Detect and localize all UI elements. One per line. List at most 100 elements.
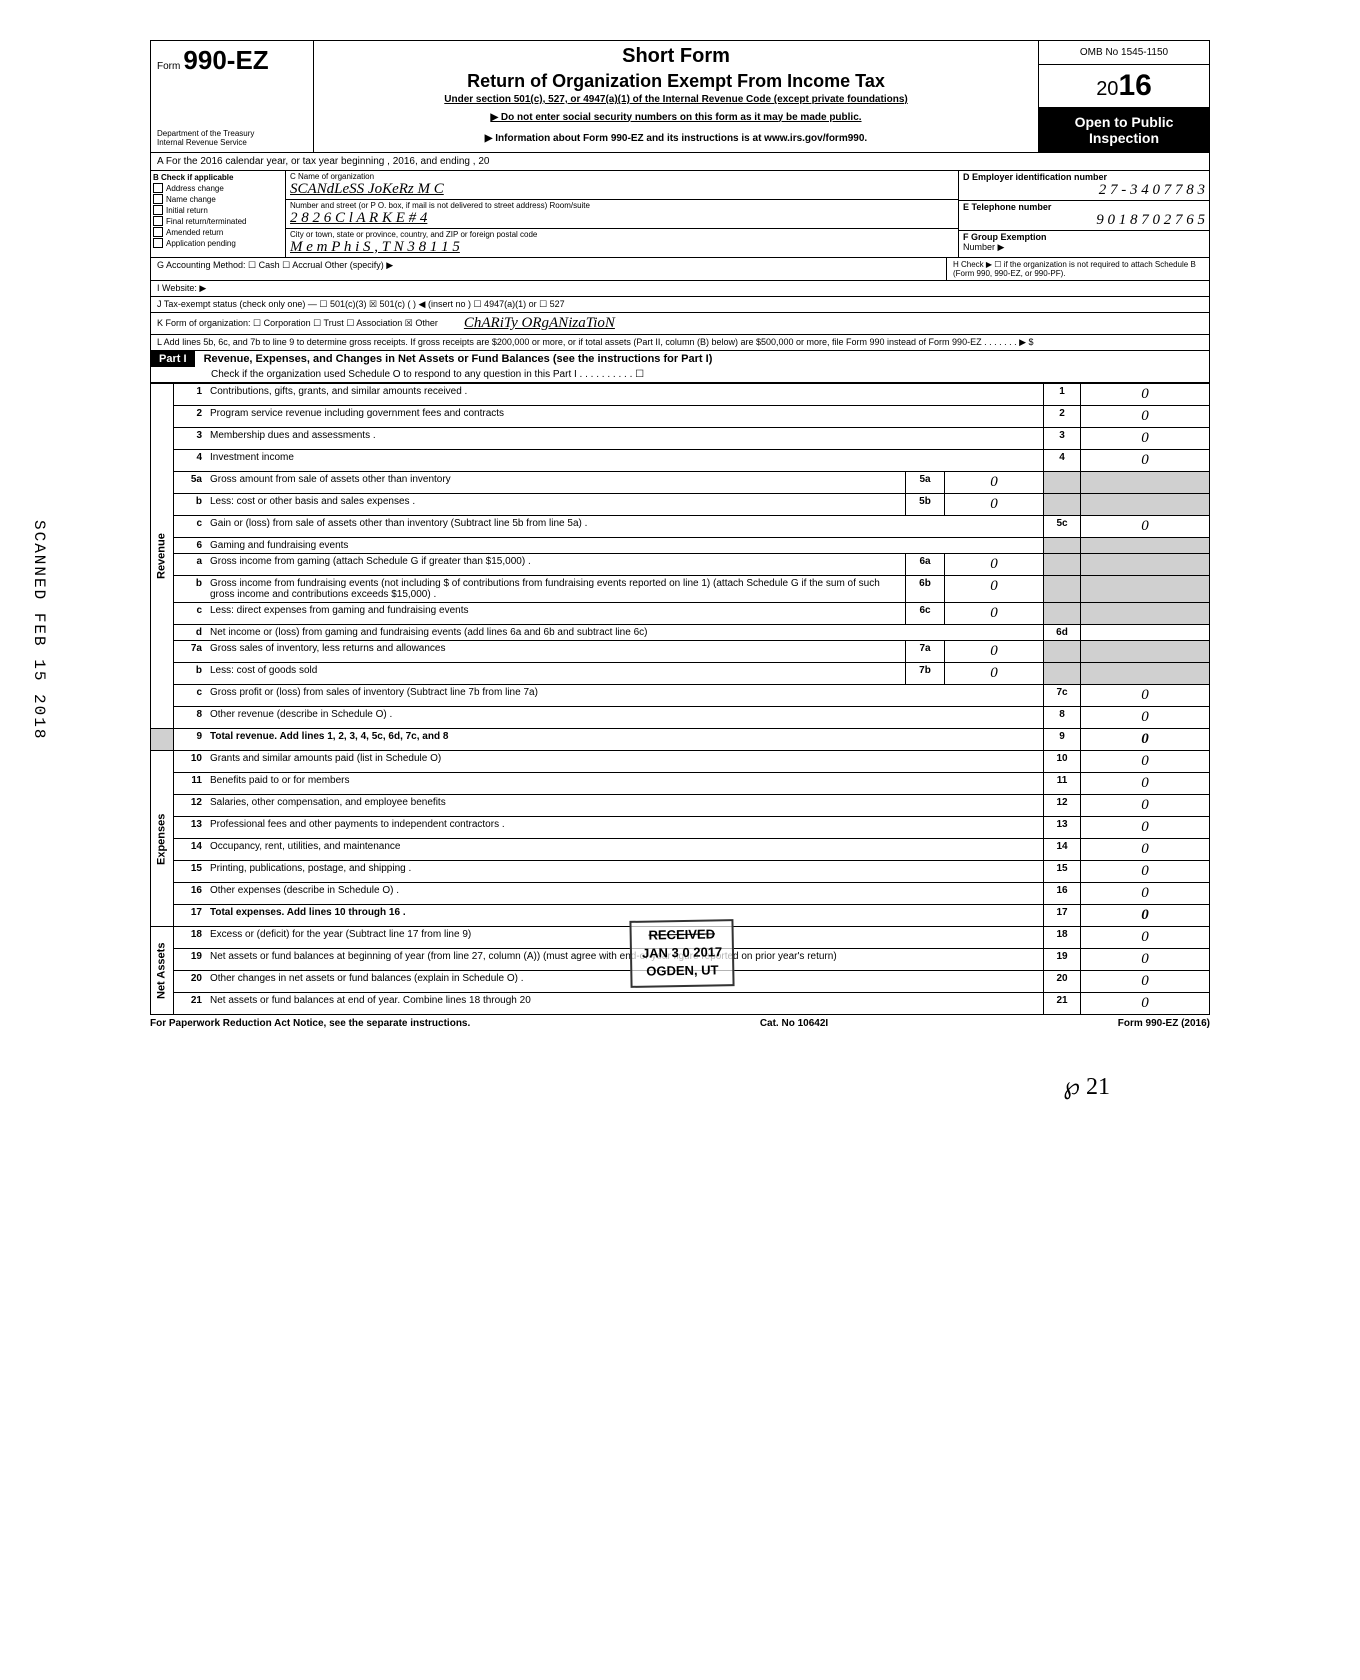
- row-a-tax-year: A For the 2016 calendar year, or tax yea…: [150, 153, 1210, 171]
- line-5a: 5aGross amount from sale of assets other…: [151, 472, 1210, 494]
- org-name-label: C Name of organization: [290, 172, 954, 181]
- street-label: Number and street (or P O. box, if mail …: [290, 201, 954, 210]
- ein-label: D Employer identification number: [963, 172, 1205, 182]
- box-b-title: B Check if applicable: [153, 173, 283, 182]
- chk-amended[interactable]: Amended return: [153, 227, 283, 237]
- box-e: E Telephone number 9 0 1 8 7 0 2 7 6 5: [959, 201, 1209, 231]
- city-row: City or town, state or province, country…: [286, 229, 958, 257]
- row-g-h: G Accounting Method: ☐ Cash ☐ Accrual Ot…: [150, 258, 1210, 281]
- line-12: 12Salaries, other compensation, and empl…: [151, 795, 1210, 817]
- omb-number: OMB No 1545-1150: [1039, 41, 1209, 65]
- row-g: G Accounting Method: ☐ Cash ☐ Accrual Ot…: [151, 258, 947, 280]
- part1-header: Part I Revenue, Expenses, and Changes in…: [150, 351, 1210, 383]
- form-header: Form 990-EZ Department of the Treasury I…: [150, 40, 1210, 153]
- line-6a: aGross income from gaming (attach Schedu…: [151, 554, 1210, 576]
- box-b: B Check if applicable Address change Nam…: [151, 171, 286, 257]
- line-15: 15Printing, publications, postage, and s…: [151, 861, 1210, 883]
- line-2: 2Program service revenue including gover…: [151, 406, 1210, 428]
- page-footer: For Paperwork Reduction Act Notice, see …: [150, 1015, 1210, 1032]
- part1-title: Revenue, Expenses, and Changes in Net As…: [198, 351, 719, 367]
- header-center: Short Form Return of Organization Exempt…: [314, 41, 1039, 152]
- expenses-label: Expenses: [151, 751, 174, 927]
- box-c: C Name of organization SCANdLeSS JoKeRz …: [286, 171, 959, 257]
- chk-address[interactable]: Address change: [153, 183, 283, 193]
- line-8: 8Other revenue (describe in Schedule O) …: [151, 707, 1210, 729]
- row-k-handwrite: ChARiTy ORgANizaTioN: [464, 315, 615, 332]
- open-public: Open to Public Inspection: [1039, 108, 1209, 152]
- line-6: 6Gaming and fundraising events: [151, 538, 1210, 554]
- line-6b: bGross income from fundraising events (n…: [151, 576, 1210, 603]
- row-l: L Add lines 5b, 6c, and 7b to line 9 to …: [150, 335, 1210, 351]
- info-grid: B Check if applicable Address change Nam…: [150, 171, 1210, 258]
- line-14: 14Occupancy, rent, utilities, and mainte…: [151, 839, 1210, 861]
- city-label: City or town, state or province, country…: [290, 230, 954, 239]
- chk-final[interactable]: Final return/terminated: [153, 216, 283, 226]
- line-4: 4Investment income40: [151, 450, 1210, 472]
- line-7b: bLess: cost of goods sold7b0: [151, 663, 1210, 685]
- line-11: 11Benefits paid to or for members110: [151, 773, 1210, 795]
- group-label: F Group Exemption: [963, 232, 1047, 242]
- org-name-value: SCANdLeSS JoKeRz M C: [290, 181, 954, 198]
- tax-year: 20201616: [1039, 65, 1209, 108]
- line-5c: cGain or (loss) from sale of assets othe…: [151, 516, 1210, 538]
- line-13: 13Professional fees and other payments t…: [151, 817, 1210, 839]
- footer-center: Cat. No 10642I: [760, 1018, 828, 1029]
- row-j: J Tax-exempt status (check only one) — ☐…: [150, 297, 1210, 313]
- open-line1: Open to Public: [1041, 114, 1207, 130]
- box-d: D Employer identification number 2 7 - 3…: [959, 171, 1209, 201]
- chk-initial[interactable]: Initial return: [153, 205, 283, 215]
- received-stamp: RECEIVED JAN 3 0 2017 OGDEN, UT: [629, 919, 734, 987]
- form-990ez: Form 990-EZ Department of the Treasury I…: [150, 40, 1210, 1101]
- footer-right: Form 990-EZ (2016): [1118, 1018, 1210, 1029]
- handwritten-page-number: ℘ 21: [150, 1072, 1210, 1101]
- return-title: Return of Organization Exempt From Incom…: [318, 71, 1034, 92]
- dept-treasury: Department of the Treasury Internal Reve…: [157, 130, 307, 148]
- short-form-label: Short Form: [318, 45, 1034, 68]
- received-text: RECEIVED: [642, 925, 723, 945]
- open-line2: Inspection: [1041, 130, 1207, 146]
- form-prefix: Form: [157, 61, 180, 72]
- form-number: 990-EZ: [183, 45, 268, 75]
- street-row: Number and street (or P O. box, if mail …: [286, 200, 958, 229]
- row-k: K Form of organization: ☐ Corporation ☐ …: [150, 313, 1210, 335]
- line-21: 21Net assets or fund balances at end of …: [151, 993, 1210, 1015]
- col-right: D Employer identification number 2 7 - 3…: [959, 171, 1209, 257]
- under-section: Under section 501(c), 527, or 4947(a)(1)…: [318, 94, 1034, 105]
- street-value: 2 8 2 6 C l A R K E # 4: [290, 210, 954, 227]
- info-notice: ▶ Information about Form 990-EZ and its …: [318, 133, 1034, 144]
- chk-name[interactable]: Name change: [153, 194, 283, 204]
- part1-label: Part I: [151, 351, 195, 367]
- netassets-label: Net Assets: [151, 927, 174, 1015]
- row-i: I Website: ▶: [150, 281, 1210, 297]
- header-left: Form 990-EZ Department of the Treasury I…: [151, 41, 314, 152]
- line-6d: dNet income or (loss) from gaming and fu…: [151, 625, 1210, 641]
- part1-check: Check if the organization used Schedule …: [151, 367, 1209, 382]
- phone-value: 9 0 1 8 7 0 2 7 6 5: [963, 212, 1205, 229]
- line-6c: cLess: direct expenses from gaming and f…: [151, 603, 1210, 625]
- ssn-notice: ▶ Do not enter social security numbers o…: [318, 112, 1034, 123]
- revenue-label: Revenue: [151, 384, 174, 729]
- line-3: 3Membership dues and assessments .30: [151, 428, 1210, 450]
- row-k-text: K Form of organization: ☐ Corporation ☐ …: [157, 318, 438, 329]
- received-ogden: OGDEN, UT: [642, 962, 723, 982]
- box-f: F Group Exemption Number ▶: [959, 231, 1209, 254]
- group-number: Number ▶: [963, 242, 1004, 252]
- scanned-stamp: SCANNED FEB 15 2018: [30, 520, 48, 740]
- line-7a: 7aGross sales of inventory, less returns…: [151, 641, 1210, 663]
- org-name-row: C Name of organization SCANdLeSS JoKeRz …: [286, 171, 958, 200]
- line-1: Revenue 1Contributions, gifts, grants, a…: [151, 384, 1210, 406]
- line-16: 16Other expenses (describe in Schedule O…: [151, 883, 1210, 905]
- ein-value: 2 7 - 3 4 0 7 7 8 3: [963, 182, 1205, 199]
- line-5b: bLess: cost or other basis and sales exp…: [151, 494, 1210, 516]
- row-h: H Check ▶ ☐ if the organization is not r…: [947, 258, 1209, 280]
- phone-label: E Telephone number: [963, 202, 1205, 212]
- header-right: OMB No 1545-1150 20201616 Open to Public…: [1039, 41, 1209, 152]
- dept-line2: Internal Revenue Service: [157, 139, 307, 148]
- line-7c: cGross profit or (loss) from sales of in…: [151, 685, 1210, 707]
- city-value: M e m P h i S , T N 3 8 1 1 5: [290, 239, 954, 256]
- received-date: JAN 3 0 2017: [642, 943, 723, 963]
- footer-left: For Paperwork Reduction Act Notice, see …: [150, 1018, 470, 1029]
- chk-pending[interactable]: Application pending: [153, 238, 283, 248]
- line-9: 9Total revenue. Add lines 1, 2, 3, 4, 5c…: [151, 729, 1210, 751]
- line-10: Expenses 10Grants and similar amounts pa…: [151, 751, 1210, 773]
